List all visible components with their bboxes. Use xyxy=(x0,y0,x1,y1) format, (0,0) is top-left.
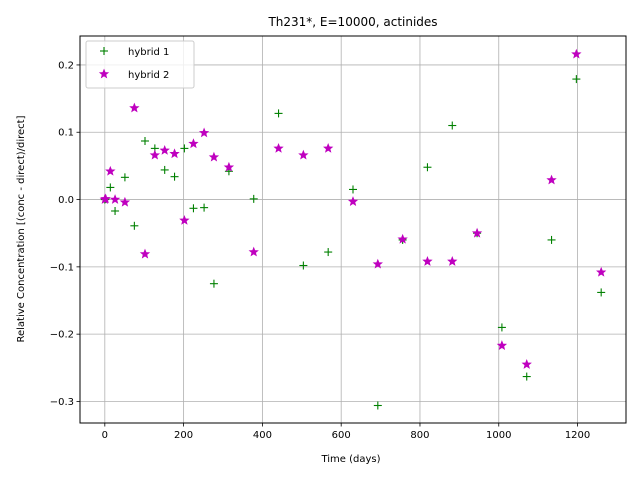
legend-label-hybrid-2: hybrid 2 xyxy=(128,70,169,81)
data-point xyxy=(149,149,160,160)
x-ticks: 0 200 400 600 800 1000 1200 xyxy=(102,423,590,441)
legend-marker xyxy=(100,47,108,55)
data-point xyxy=(596,266,607,277)
data-point xyxy=(100,193,111,204)
legend-marker xyxy=(98,68,110,79)
y-ticks: −0.3 −0.2 −0.1 0.0 0.1 0.2 xyxy=(50,60,80,408)
data-point xyxy=(120,173,129,182)
data-point xyxy=(179,214,190,225)
data-point xyxy=(223,161,235,172)
plot-frame xyxy=(79,35,627,424)
data-point xyxy=(471,227,483,238)
data-point xyxy=(180,144,189,153)
data-point xyxy=(347,196,359,206)
data-point xyxy=(169,148,180,159)
data-point xyxy=(423,163,432,172)
data-point xyxy=(106,183,115,192)
data-point xyxy=(422,256,433,266)
data-point xyxy=(546,174,557,185)
x-tick-label: 0 xyxy=(102,430,108,441)
data-point xyxy=(139,248,151,259)
data-point xyxy=(298,149,309,160)
x-tick-label: 1000 xyxy=(486,430,511,441)
data-point xyxy=(188,138,199,149)
data-point xyxy=(119,196,131,207)
y-tick-label: −0.3 xyxy=(50,397,74,408)
data-point xyxy=(160,165,169,174)
data-point xyxy=(249,194,258,203)
data-point xyxy=(208,151,220,162)
data-point xyxy=(198,127,210,138)
series-hybrid-2 xyxy=(99,48,607,369)
data-point xyxy=(372,258,383,269)
y-tick-label: 0.2 xyxy=(58,60,74,71)
data-point xyxy=(200,203,209,212)
legend-box xyxy=(85,40,195,89)
data-point xyxy=(597,288,606,297)
data-point xyxy=(397,233,408,244)
data-point xyxy=(572,75,581,84)
data-point xyxy=(130,221,139,230)
legend-marker-hybrid-2 xyxy=(98,68,110,79)
data-point xyxy=(547,235,556,244)
data-point xyxy=(105,165,116,176)
x-tick-label: 600 xyxy=(332,430,351,441)
legend-label-hybrid-1: hybrid 1 xyxy=(128,47,169,58)
data-point xyxy=(141,136,149,145)
data-point xyxy=(448,121,457,130)
data-point xyxy=(522,372,531,381)
x-tick-label: 200 xyxy=(174,430,193,441)
data-point xyxy=(248,246,259,257)
y-tick-label: −0.1 xyxy=(50,262,74,273)
y-tick-label: 0.0 xyxy=(58,195,74,206)
data-point xyxy=(373,401,382,410)
legend: hybrid 1 hybrid 2 xyxy=(85,40,195,89)
data-point xyxy=(159,145,170,155)
x-tick-label: 800 xyxy=(410,430,429,441)
x-tick-label: 400 xyxy=(253,430,272,441)
data-point xyxy=(521,359,532,369)
data-point xyxy=(274,109,283,118)
chart-title: Th231*, E=10000, actinides xyxy=(267,15,437,29)
data-point xyxy=(129,102,140,113)
data-point xyxy=(571,48,582,59)
data-point xyxy=(170,172,179,181)
data-point xyxy=(299,261,308,270)
data-point xyxy=(273,142,284,153)
legend-marker-hybrid-1 xyxy=(100,47,108,55)
x-tick-label: 1200 xyxy=(565,430,590,441)
data-point xyxy=(324,248,333,257)
y-tick-label: −0.2 xyxy=(50,330,74,341)
x-axis-label: Time (days) xyxy=(320,454,380,465)
data-points xyxy=(99,48,607,410)
data-point xyxy=(497,323,506,332)
data-point xyxy=(323,142,334,153)
data-point xyxy=(209,279,218,288)
data-point xyxy=(109,194,121,204)
data-point xyxy=(349,185,357,194)
data-point xyxy=(447,256,458,266)
data-point xyxy=(189,204,198,213)
y-axis-label: Relative Concentration [(conc - direct)/… xyxy=(16,115,27,342)
data-point xyxy=(496,340,508,350)
y-tick-label: 0.1 xyxy=(58,128,74,139)
data-point xyxy=(111,206,120,215)
